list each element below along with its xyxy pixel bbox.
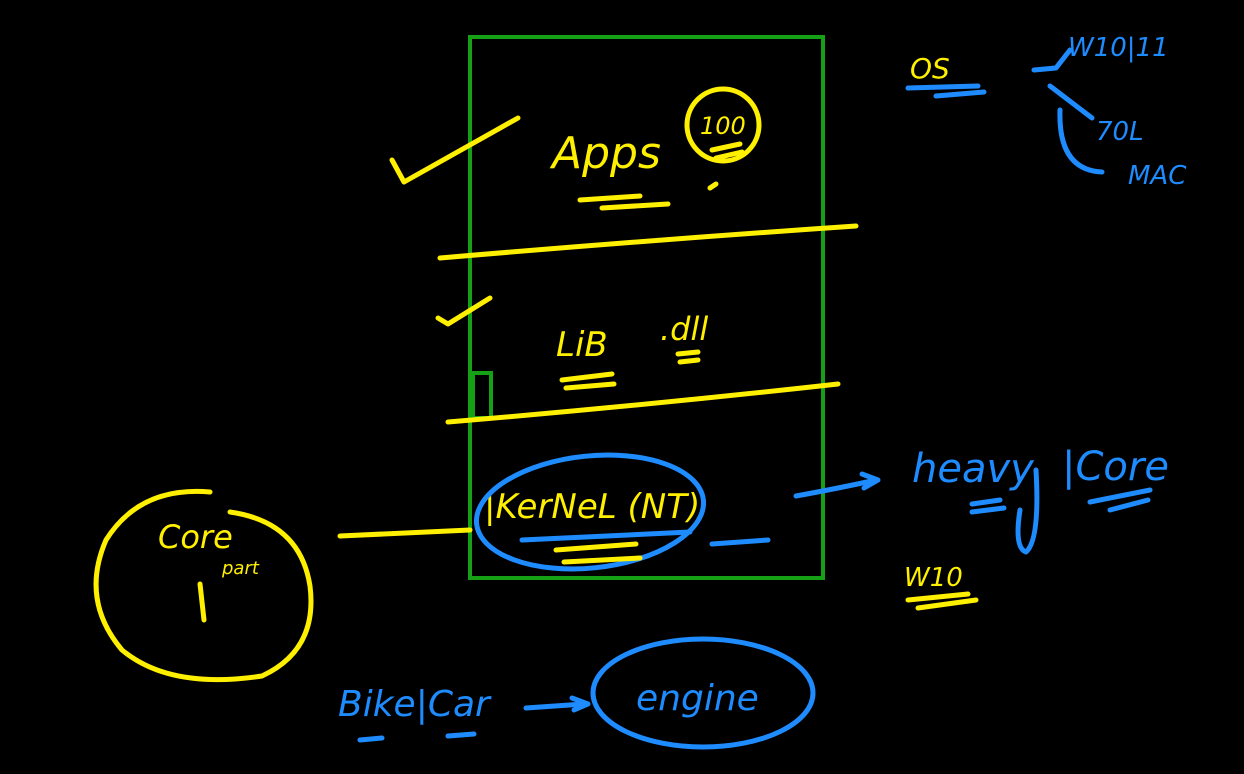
core-part-stroke (197, 581, 207, 623)
kernel-label: |KerNeL (NT) (484, 487, 700, 527)
apps-underline-2 (599, 201, 671, 211)
os-variant-70l: 70L (1096, 117, 1144, 147)
os-branch-w10 (1031, 47, 1073, 73)
apps-note-tick (707, 181, 719, 191)
kernel-highlight-ellipse (473, 452, 707, 572)
apps-note-text: 100 (700, 112, 746, 140)
lib-label: LiB (556, 325, 608, 365)
check-mark-icon (435, 295, 493, 327)
divider-lib-kernel (445, 381, 841, 425)
vehicle-label: Bike|Car (338, 684, 492, 725)
arrow-right-icon (523, 695, 591, 713)
heavy-label: heavy (912, 446, 1035, 492)
core-underline (1087, 487, 1153, 513)
lib-underline (559, 371, 617, 391)
engine-ellipse (590, 636, 816, 750)
vehicle-underline (357, 731, 477, 743)
os-variant-w10: W10|11 (1068, 33, 1169, 63)
apps-note-circle (684, 86, 762, 164)
os-underline (905, 83, 987, 99)
kernel-blue-underline (519, 529, 693, 543)
w10-label: W10 (904, 563, 963, 593)
lib-ext-label: .dll (660, 310, 708, 348)
w10-underline (905, 591, 979, 611)
lib-ext-underline (675, 349, 701, 365)
os-branch-70l (1047, 83, 1095, 121)
check-mark-icon (389, 115, 521, 185)
arrow-right-icon (793, 471, 881, 499)
apps-underline (577, 193, 643, 203)
core-label: |Core (1062, 444, 1169, 490)
core-part-line2: part (221, 558, 260, 579)
small-green-marker (471, 371, 493, 420)
kernel-yellow-underline (553, 541, 643, 565)
heavy-tail (1015, 467, 1040, 555)
os-variant-mac: MAC (1128, 161, 1187, 191)
heavy-underline (969, 497, 1007, 515)
core-part-circle (93, 488, 314, 683)
engine-label: engine (636, 678, 759, 719)
divider-apps-lib (437, 223, 859, 261)
os-branch-mac (1057, 107, 1105, 175)
core-part-line1: Core (158, 518, 233, 556)
os-label: OS (910, 52, 950, 85)
apps-label: Apps (549, 128, 661, 179)
apps-note-underline (709, 141, 745, 161)
core-part-connector (337, 527, 473, 539)
nt-underline (709, 537, 771, 547)
